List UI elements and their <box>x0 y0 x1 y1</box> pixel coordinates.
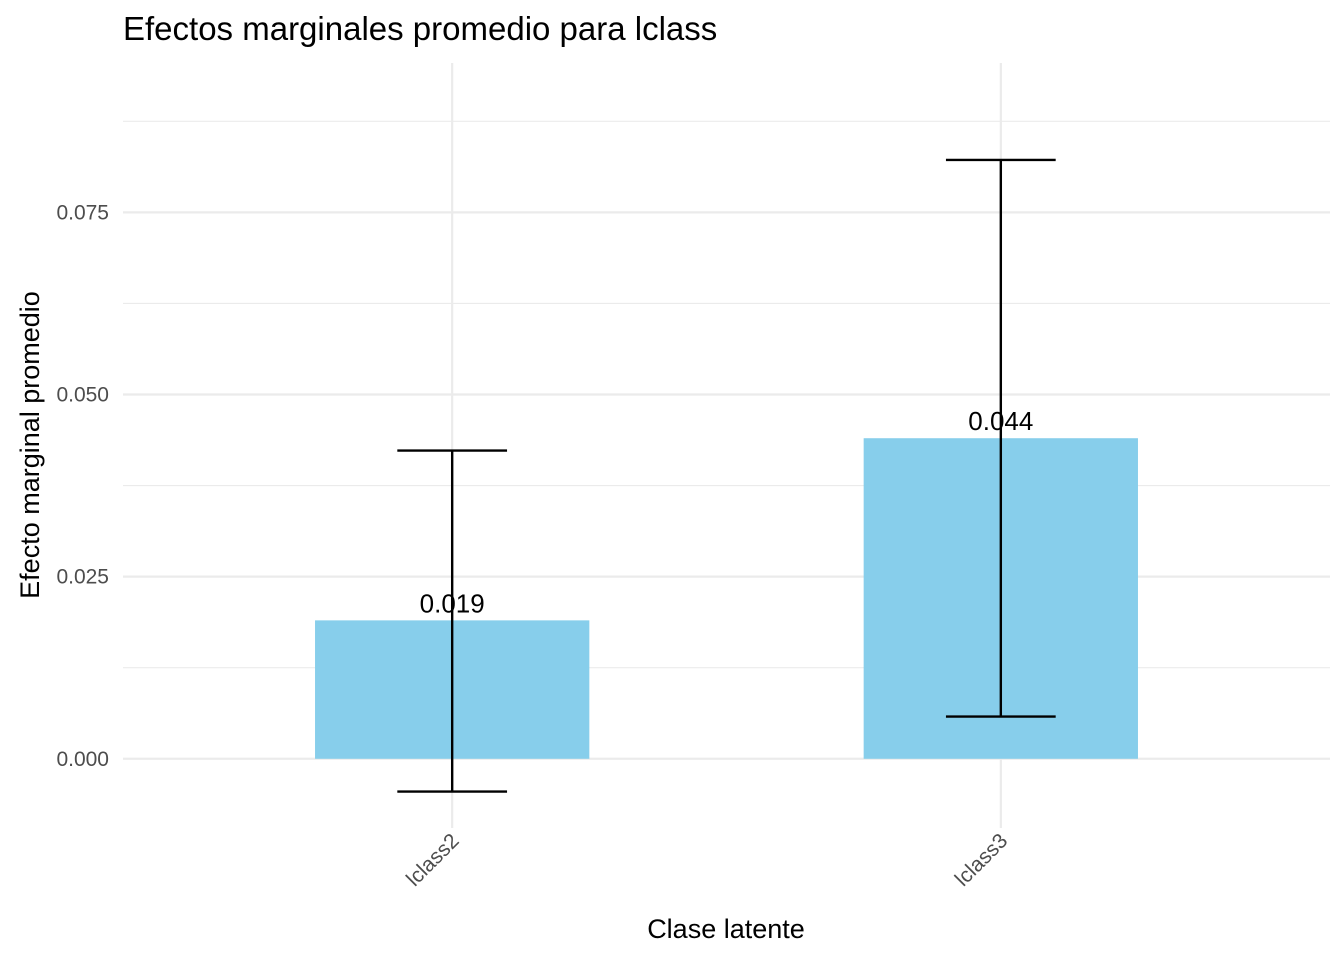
data-label-lclass3: 0.044 <box>968 406 1033 436</box>
error-bars <box>397 158 1056 793</box>
y-tick-label: 0.075 <box>56 201 109 224</box>
y-tick-label: 0.025 <box>56 566 109 589</box>
data-labels: 0.019 0.044 <box>420 406 1034 618</box>
x-tick-label: lclass3 <box>951 829 1013 891</box>
x-axis-title: Clase latente <box>647 914 805 944</box>
x-tick-label: lclass2 <box>402 829 464 891</box>
y-tick-label: 0.000 <box>56 748 109 771</box>
data-label-lclass2: 0.019 <box>420 588 485 618</box>
x-axis-ticks: lclass2 lclass3 <box>402 829 1012 891</box>
y-axis-ticks: 0.000 0.025 0.050 0.075 <box>56 201 109 770</box>
chart-title: Efectos marginales promedio para lclass <box>123 10 717 47</box>
y-tick-label: 0.050 <box>56 384 109 407</box>
grid-lines <box>123 63 1330 828</box>
y-axis-title: Efecto marginal promedio <box>15 291 45 599</box>
